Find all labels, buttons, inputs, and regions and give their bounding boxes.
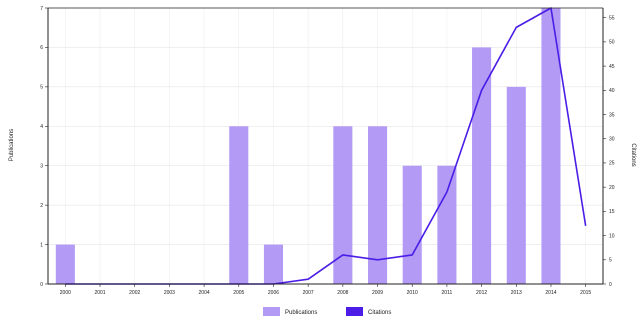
legend-swatch-publications (263, 307, 280, 316)
x-tick-label-2007: 2007 (303, 290, 314, 296)
right-axis-title: Citations (630, 143, 636, 166)
left-y-tick-label-6: 6 (40, 45, 43, 51)
right-y-tick-label-30: 30 (609, 137, 615, 143)
left-y-tick-labels: 0 1 2 3 4 5 6 7 (40, 6, 43, 288)
left-y-tick-label-7: 7 (40, 6, 43, 12)
right-y-tick-label-25: 25 (609, 161, 615, 167)
bar-publications-2010 (402, 165, 422, 284)
publications-bars (55, 8, 561, 285)
x-tick-label-2009: 2009 (372, 290, 383, 296)
x-tick-label-2000: 2000 (60, 290, 71, 296)
x-tick-label-2008: 2008 (337, 290, 348, 296)
right-y-tick-labels: 0 5 10 15 20 25 30 35 40 45 50 55 (609, 15, 615, 287)
x-tick-label-2003: 2003 (164, 290, 175, 296)
axes (45, 7, 606, 287)
bar-publications-2006 (263, 244, 284, 284)
bar-publications-2014 (541, 8, 561, 284)
left-y-tick-label-3: 3 (40, 164, 43, 170)
x-tick-label-2014: 2014 (545, 290, 556, 296)
bar-publications-2009 (367, 126, 388, 285)
right-y-tick-label-40: 40 (609, 88, 615, 94)
right-y-tick-label-5: 5 (609, 258, 612, 264)
right-y-tick-label-35: 35 (609, 112, 615, 118)
bar-publications-2011 (437, 165, 457, 284)
right-y-tick-label-15: 15 (609, 209, 615, 215)
x-tick-label-2015: 2015 (580, 290, 591, 296)
x-tick-label-2002: 2002 (129, 290, 140, 296)
legend-label-citations: Citations (368, 310, 391, 316)
x-tick-label-2006: 2006 (268, 290, 279, 296)
legend: Publications Citations (263, 307, 391, 316)
x-tick-label-2010: 2010 (407, 290, 418, 296)
x-tick-label-2005: 2005 (233, 290, 244, 296)
x-tick-label-2011: 2011 (442, 290, 453, 296)
legend-label-publications: Publications (285, 310, 317, 316)
left-axis-title: Publications (9, 129, 15, 161)
left-y-tick-label-1: 1 (40, 242, 43, 248)
x-tick-label-2004: 2004 (199, 290, 210, 296)
x-tick-label-2012: 2012 (476, 290, 487, 296)
x-tick-label-2001: 2001 (94, 290, 105, 296)
right-y-tick-label-45: 45 (609, 64, 615, 70)
bar-publications-2012 (472, 47, 492, 284)
right-y-tick-label-0: 0 (609, 282, 612, 288)
right-y-tick-label-55: 55 (609, 15, 615, 21)
left-y-tick-label-4: 4 (40, 124, 43, 130)
bar-publications-2008 (333, 126, 353, 285)
right-y-tick-label-10: 10 (609, 233, 615, 239)
left-y-tick-label-5: 5 (40, 85, 43, 91)
bar-publications-2013 (506, 86, 526, 284)
bar-publications-2005 (229, 126, 249, 285)
legend-swatch-citations (346, 307, 363, 316)
left-y-tick-label-2: 2 (40, 203, 43, 209)
right-y-tick-label-50: 50 (609, 40, 615, 46)
x-tick-labels: 2000 2001 2002 2003 2004 2005 2006 2007 2008 2009… (60, 290, 592, 296)
left-y-tick-label-0: 0 (40, 282, 43, 288)
bar-publications-2000 (55, 244, 75, 284)
right-y-tick-label-20: 20 (609, 185, 615, 191)
x-tick-label-2013: 2013 (511, 290, 522, 296)
